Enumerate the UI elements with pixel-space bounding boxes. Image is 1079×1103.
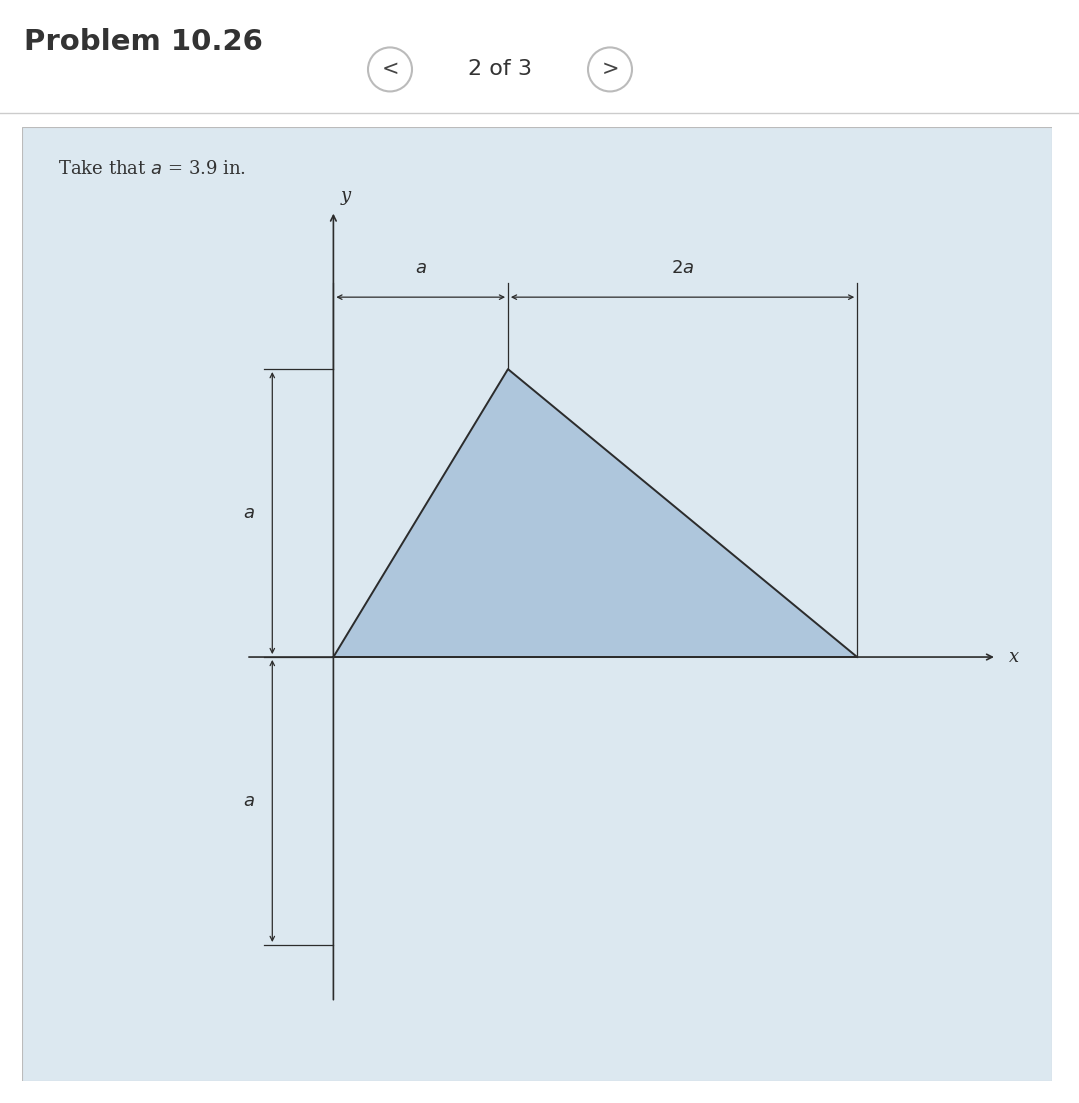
Text: >: > bbox=[601, 60, 618, 79]
Text: $a$: $a$ bbox=[243, 792, 255, 810]
Text: $2a$: $2a$ bbox=[671, 259, 694, 277]
Text: x: x bbox=[1009, 649, 1020, 666]
Text: Take that $a$ = 3.9 in.: Take that $a$ = 3.9 in. bbox=[57, 160, 246, 179]
FancyBboxPatch shape bbox=[22, 127, 1052, 1081]
Text: Problem 10.26: Problem 10.26 bbox=[24, 28, 262, 55]
Text: 2 of 3: 2 of 3 bbox=[468, 60, 532, 79]
Text: <: < bbox=[381, 60, 399, 79]
Polygon shape bbox=[333, 370, 857, 657]
Text: $a$: $a$ bbox=[414, 259, 426, 277]
Text: $a$: $a$ bbox=[243, 504, 255, 522]
Text: y: y bbox=[340, 188, 351, 205]
